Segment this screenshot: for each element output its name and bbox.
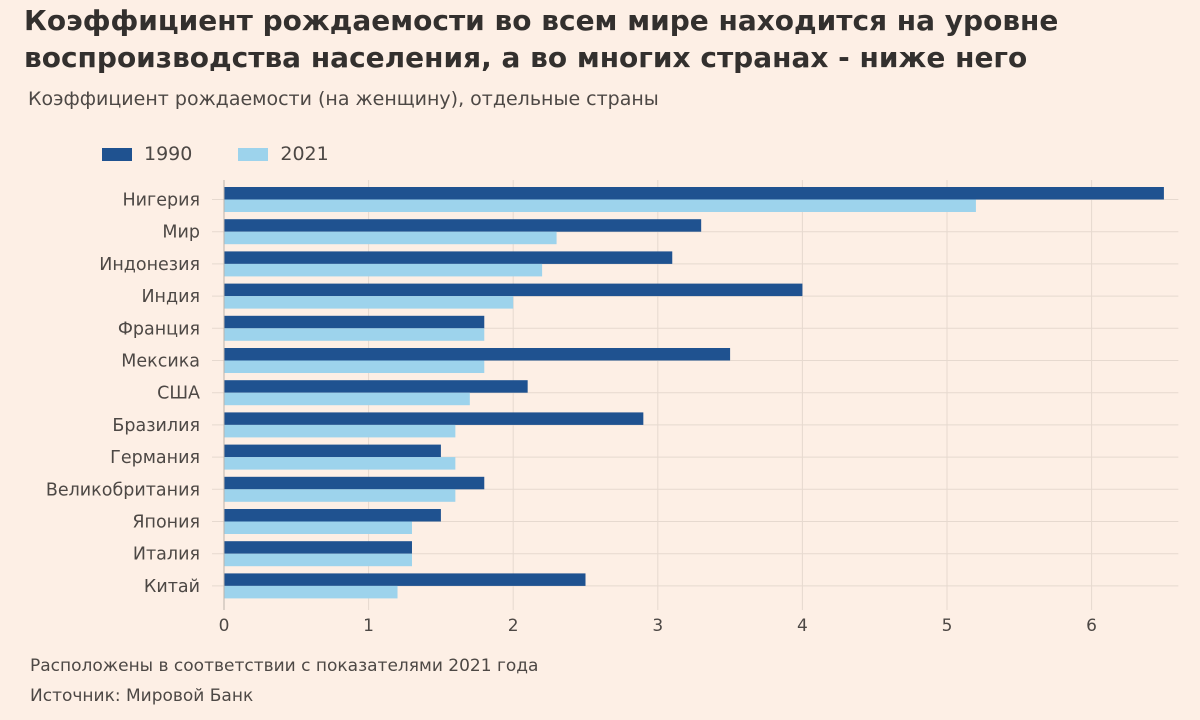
bar-1990-8 (224, 444, 441, 458)
bar-1990-9 (224, 476, 485, 490)
bar-2021-11 (224, 553, 412, 567)
category-label-9: Великобритания (46, 480, 200, 500)
bar-2021-7 (224, 424, 456, 438)
x-tick-label-6: 6 (1086, 616, 1097, 636)
category-label-3: Индия (141, 287, 200, 307)
bar-1990-11 (224, 541, 412, 554)
bar-2021-0 (224, 199, 976, 212)
bar-2021-10 (224, 521, 412, 534)
chart-subtitle: Коэффициент рождаемости (на женщину), от… (28, 88, 659, 110)
category-label-0: Нигерия (122, 191, 200, 211)
bar-2021-9 (224, 489, 456, 502)
x-tick-label-4: 4 (797, 616, 808, 636)
legend-label-2021: 2021 (280, 143, 329, 165)
bar-1990-1 (224, 219, 702, 232)
x-tick-label-1: 1 (363, 616, 374, 636)
category-label-6: США (157, 384, 200, 404)
bar-1990-3 (224, 283, 803, 297)
bar-1990-5 (224, 348, 731, 361)
x-tick-label-5: 5 (942, 616, 953, 636)
category-label-10: Япония (132, 513, 200, 533)
bar-2021-6 (224, 392, 470, 406)
bar-2021-8 (224, 457, 456, 470)
category-label-1: Мир (162, 223, 200, 243)
category-label-11: Италия (133, 545, 200, 565)
category-label-8: Германия (110, 448, 200, 468)
bar-1990-12 (224, 573, 586, 586)
x-tick-label-0: 0 (219, 616, 230, 636)
chart-title: Коэффициент рождаемости во всем мире нах… (24, 4, 1059, 74)
legend-swatch-1990 (102, 147, 132, 161)
bar-2021-1 (224, 231, 557, 245)
x-tick-label-2: 2 (508, 616, 519, 636)
category-label-7: Бразилия (112, 416, 200, 436)
legend-swatch-2021 (238, 147, 269, 161)
bar-2021-5 (224, 360, 485, 373)
category-label-5: Мексика (121, 352, 200, 372)
source-note: Источник: Мировой Банк (30, 686, 254, 706)
bar-1990-2 (224, 251, 673, 264)
footnote: Расположены в соответствии с показателям… (30, 656, 539, 676)
category-label-12: Китай (144, 577, 200, 597)
bar-2021-3 (224, 296, 514, 309)
bar-1990-6 (224, 380, 528, 393)
legend: 1990 2021 (102, 143, 375, 165)
bar-2021-4 (224, 328, 485, 341)
bar-1990-10 (224, 509, 441, 522)
bar-1990-7 (224, 412, 644, 425)
legend-item-2021: 2021 (238, 143, 329, 165)
bar-1990-0 (224, 187, 1164, 200)
category-label-4: Франция (118, 319, 200, 339)
legend-label-1990: 1990 (144, 143, 193, 165)
legend-item-1990: 1990 (102, 143, 192, 165)
x-tick-label-3: 3 (652, 616, 663, 636)
bar-1990-4 (224, 315, 485, 329)
category-label-2: Индонезия (99, 255, 200, 275)
bar-2021-2 (224, 263, 543, 277)
bar-2021-12 (224, 585, 398, 599)
